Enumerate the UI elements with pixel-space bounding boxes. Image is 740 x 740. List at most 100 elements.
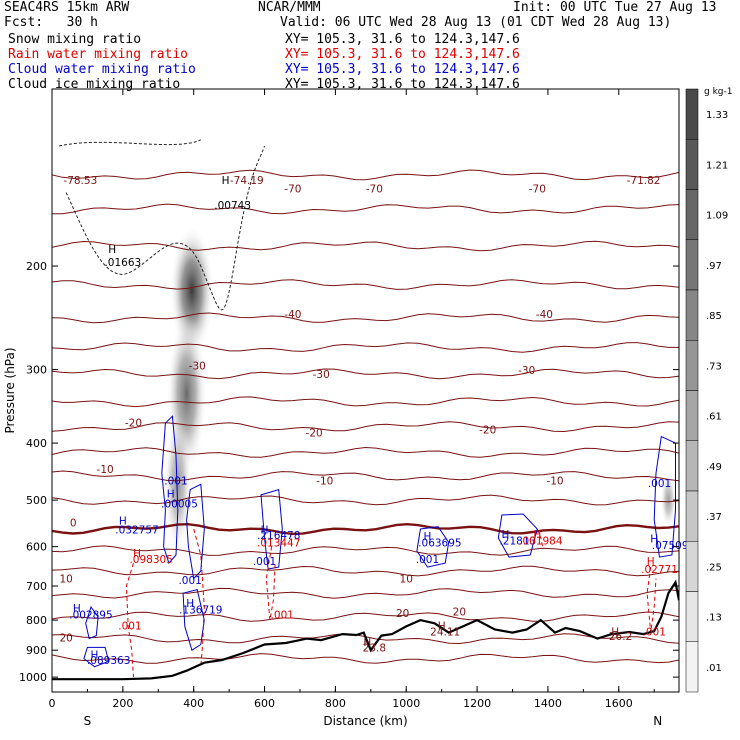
x-tick-label: 600 [254, 697, 275, 710]
cloud-water-contour [653, 435, 676, 558]
hydrometeor-contours [58, 139, 676, 678]
isotherm-label: -70 [284, 184, 301, 196]
x-tick-label: 800 [325, 697, 346, 710]
isotherm-line [52, 396, 679, 408]
cloud-water-label: H [501, 529, 509, 541]
terrain-label: 26.2 [609, 631, 632, 643]
colorbar-level-label: .73 [706, 361, 722, 372]
cloud-water-contour [161, 415, 179, 565]
isotherm-label: 10 [400, 573, 413, 585]
rain-label: .02771 [641, 564, 678, 576]
cloud-water-label: H [73, 603, 81, 615]
rain-contour [646, 567, 657, 633]
isotherm-line [52, 368, 679, 380]
colorbar-cell [685, 239, 699, 291]
field-name-snow: Snow mixing ratio [8, 32, 142, 47]
rain-contour [265, 546, 276, 621]
y-tick-label: 500 [26, 494, 47, 507]
snow-plume-north [660, 472, 677, 529]
colorbar-level-label: .01 [706, 663, 722, 674]
isotherm-line [52, 494, 679, 506]
isotherm-label: -20 [306, 428, 323, 440]
rain-label: H [533, 529, 541, 541]
isotherm-label: -78.53 [63, 175, 97, 187]
isotherm-line [52, 240, 679, 252]
temperature-isotherms [52, 169, 679, 664]
terrain-label: H [363, 637, 371, 649]
cloud-water-contour [260, 488, 283, 570]
snow-label: H [222, 175, 230, 187]
terrain-label: 24.11 [430, 627, 460, 639]
cloud-water-label: .216478 [257, 530, 300, 542]
isotherm-label: -20 [125, 418, 142, 430]
y-tick-label: 900 [26, 644, 47, 657]
isotherm-line [52, 279, 679, 290]
isotherm-label: 0 [70, 518, 77, 530]
colorbar-cell [685, 88, 699, 140]
colorbar-cell [685, 189, 699, 240]
rain-label: .001 [118, 621, 141, 633]
cloud-water-label: H [119, 515, 127, 527]
y-tick-label: 1000 [19, 671, 47, 684]
terrain-surface [52, 579, 679, 681]
colorbar-level-label: 1.09 [706, 211, 728, 222]
snow-shading [163, 225, 677, 555]
colorbar-cell [685, 390, 699, 441]
plot-frame [51, 88, 680, 693]
cloud-water-label: H [650, 533, 658, 545]
cloud-water-label: .063695 [418, 538, 461, 550]
isotherm-line [52, 470, 679, 482]
x-tick-label: 1600 [605, 697, 633, 710]
isotherm-label: 20 [59, 633, 72, 645]
cloud-water-label: H [167, 489, 175, 501]
colorbar-level-label: 1.33 [706, 110, 728, 121]
y-tick-label: 300 [26, 364, 47, 377]
rain-contour [536, 528, 544, 547]
isotherm-line [52, 565, 679, 577]
y-tick-label: 700 [26, 580, 47, 593]
colorbar: 1.33 1.21 1.09 .97 .85 .73 .61 .49 .37 .25 .13 .01 g… [685, 87, 732, 693]
isotherm-label: -71.82 [627, 175, 661, 187]
snow-plume-lower [163, 414, 192, 555]
cloud-water-label: .21813 [499, 536, 536, 548]
colorbar-cell [685, 289, 699, 341]
cloud-water-label: .001 [178, 575, 201, 587]
isotherm-label: -70 [529, 184, 546, 196]
colorbar-cell [685, 490, 699, 542]
field-xy-snow: XY= 105.3, 31.6 to 124.3,147.6 [285, 32, 520, 47]
snow-contour [65, 145, 266, 311]
field-name-rain: Rain water mixing ratio [8, 47, 189, 62]
rain-label: .001 [271, 610, 294, 622]
isotherm-label: -10 [97, 464, 114, 476]
field-xy-cloud-ice: XY= 105.3, 31.6 to 124.3,147.6 [285, 77, 520, 92]
colorbar-level-label: .25 [706, 562, 722, 573]
isotherm-label: -20 [479, 424, 496, 436]
isotherm-line [52, 587, 679, 599]
colorbar-cell [685, 641, 699, 693]
cloud-water-label: .001 [164, 475, 187, 487]
colorbar-level-label: 1.21 [706, 160, 728, 171]
contour-labels: -78.53 -74.19 -71.82 -70 -70 -70 -40 -40 -30 -30 -… [59, 175, 688, 667]
colorbar-cell [685, 139, 699, 190]
colorbar-level-label: .49 [706, 462, 722, 473]
isotherm-label: -30 [518, 365, 535, 377]
north-endpoint-label: N [653, 714, 662, 728]
rain-contour [193, 528, 205, 667]
cloud-water-label: .032757 [115, 525, 158, 537]
cloud-water-label: .089363 [87, 655, 130, 667]
snow-label: H [108, 244, 116, 256]
forecast-hour: Fcst: 30 h [4, 15, 98, 30]
y-tick-label: 800 [26, 614, 47, 627]
freezing-isotherm [52, 522, 679, 536]
rain-label: .098305 [129, 554, 172, 566]
x-tick-label: 0 [49, 697, 56, 710]
isotherm-line [52, 421, 679, 433]
cloud-water-contour [186, 483, 205, 580]
x-tick-label: 200 [112, 697, 133, 710]
snow-label: .01663 [104, 257, 141, 269]
cloud-water-label: .001 [648, 478, 671, 490]
cloud-water-contour [497, 513, 538, 558]
colorbar-level-label: .61 [706, 412, 722, 423]
cloud-water-label: H [186, 598, 194, 610]
isotherm-line [52, 342, 679, 353]
